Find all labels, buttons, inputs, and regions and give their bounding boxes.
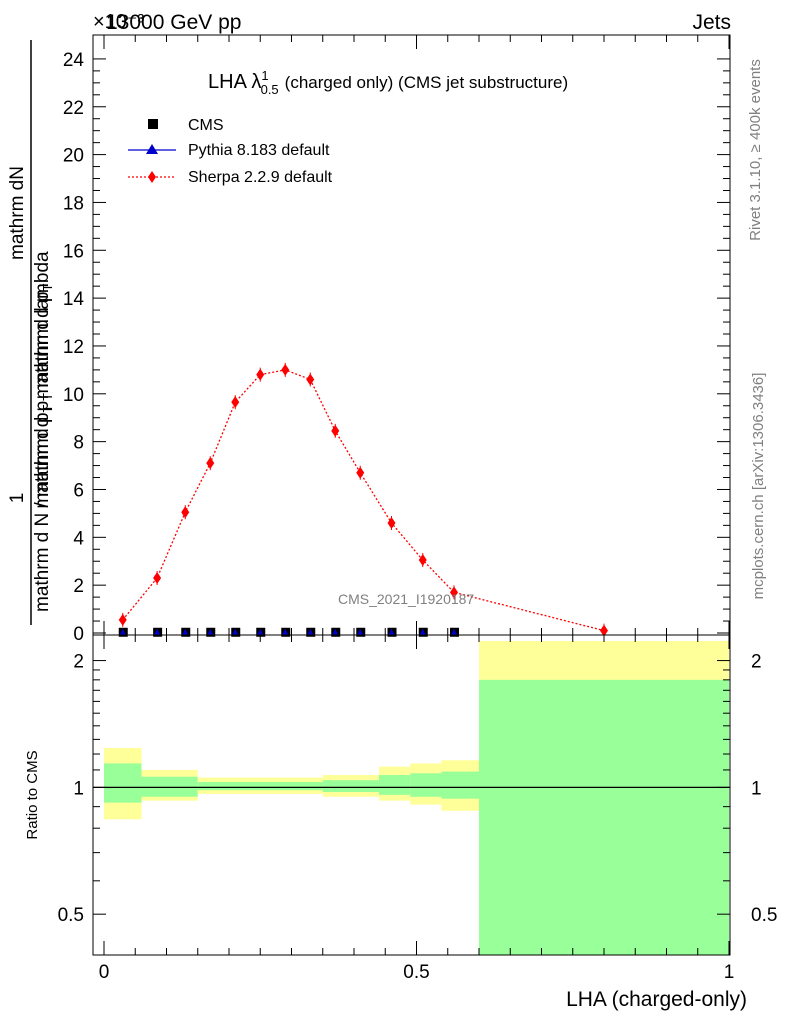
pythia-point — [357, 628, 364, 635]
pythia-point — [257, 628, 264, 635]
sherpa-line — [122, 369, 605, 632]
pythia-point — [332, 628, 339, 635]
exponent-label: ×10⁻³ — [93, 11, 144, 33]
ratio-ylabel: Ratio to CMS — [24, 750, 41, 839]
ratio-ytick-label-right: 0.5 — [751, 905, 777, 926]
ratio-band-inner — [197, 781, 323, 791]
legend-cms-label: CMS — [188, 117, 224, 134]
pythia-point — [207, 628, 214, 635]
sherpa-point — [418, 554, 427, 567]
main-ytick-label: 8 — [73, 433, 84, 454]
header-left-label: 13000 GeV pp — [106, 11, 241, 34]
main-ytick-label: 2 — [73, 576, 84, 597]
sherpa-point — [356, 466, 365, 479]
main-ytick-label: 20 — [63, 146, 84, 167]
pythia-point — [307, 628, 314, 635]
pythia-point — [154, 628, 161, 635]
legend-pythia-label: Pythia 8.183 default — [188, 142, 330, 159]
ratio-xtick-label: 0.5 — [403, 962, 429, 983]
ratio-ytick-label-left: 0.5 — [58, 905, 84, 926]
ylabel-top-a: mathrm dN — [7, 166, 28, 260]
header-right-label: Jets — [692, 11, 731, 34]
ratio-bands — [104, 641, 729, 955]
main-ytick-label: 0 — [73, 624, 84, 645]
main-ytick-label: 4 — [73, 528, 84, 549]
pythia-point — [419, 628, 426, 635]
pythia-point — [182, 628, 189, 635]
sherpa-point — [256, 368, 265, 381]
pythia-point — [282, 628, 289, 635]
sherpa-point — [306, 373, 315, 386]
legend-pythia-marker — [146, 144, 158, 154]
ratio-ytick-label-left: 1 — [73, 778, 84, 799]
main-ytick-label: 16 — [63, 241, 84, 262]
sherpa-point — [387, 516, 396, 529]
ratio-xtick-label: 0 — [99, 962, 110, 983]
main-ylabel: mathrm dN mathrm d pT mathrm d lambda 1 … — [7, 40, 55, 625]
main-ytick-label: 6 — [73, 480, 84, 501]
ratio-ytick-label-right: 2 — [751, 652, 762, 673]
ylabel-one: 1 — [7, 493, 28, 504]
ylabel-denominator: mathrm d pT mathrm d lambda — [32, 251, 55, 509]
mcplots-label: mcplots.cern.ch [arXiv:1306.3436] — [750, 373, 767, 600]
ratio-xtick-label: 1 — [724, 962, 735, 983]
pythia-point — [388, 628, 395, 635]
ratio-band-inner — [479, 679, 729, 955]
main-ytick-label: 10 — [63, 385, 84, 406]
ratio-band-inner — [441, 771, 479, 799]
analysis-watermark: CMS_2021_I1920187 — [338, 591, 474, 607]
ratio-band-inner — [104, 763, 142, 803]
sherpa-point — [118, 613, 127, 626]
main-ytick-label: 22 — [63, 98, 84, 119]
main-plot-marks — [118, 362, 608, 638]
ratio-band-inner — [322, 780, 379, 793]
main-ytick-label: 18 — [63, 193, 84, 214]
sherpa-point — [206, 457, 215, 470]
sherpa-point — [331, 424, 340, 437]
ylabel-numerator: mathrm dN — [7, 166, 28, 260]
legend: CMS Pythia 8.183 default Sherpa 2.2.9 de… — [128, 117, 333, 186]
legend-sherpa-label: Sherpa 2.2.9 default — [188, 169, 333, 186]
sherpa-point — [181, 506, 190, 519]
ratio-plot-frame — [92, 634, 731, 956]
ratio-axis-ticks: 0.5 0.5 1 1 2 2 0 0.5 1 — [58, 635, 777, 983]
main-ytick-label: 12 — [63, 337, 84, 358]
sherpa-point — [600, 624, 608, 637]
main-ytick-label: 14 — [63, 289, 85, 310]
ratio-ytick-label-left: 2 — [73, 652, 84, 673]
ratio-xlabel: LHA (charged-only) — [566, 988, 747, 1011]
sherpa-point — [231, 396, 240, 409]
ratio-band-inner — [379, 774, 411, 795]
sherpa-point — [153, 571, 162, 584]
legend-cms-marker — [148, 119, 158, 129]
pythia-point — [451, 628, 457, 635]
ratio-ytick-label-right: 1 — [751, 778, 762, 799]
ylabel-lower: mathrm d N / mathrm d pT mathrm d pT — [32, 284, 55, 613]
pythia-point — [232, 628, 239, 635]
sherpa-point — [450, 586, 458, 599]
legend-sherpa-marker — [148, 171, 156, 183]
rivet-version-label: Rivet 3.1.10, ≥ 400k events — [747, 59, 764, 241]
sherpa-point — [281, 363, 290, 376]
main-ytick-label: 24 — [63, 50, 85, 71]
main-title: LHA λ1 0.5 (charged only) (CMS jet substru… — [208, 68, 568, 97]
ratio-band-inner — [410, 773, 442, 797]
pythia-point — [119, 628, 126, 635]
